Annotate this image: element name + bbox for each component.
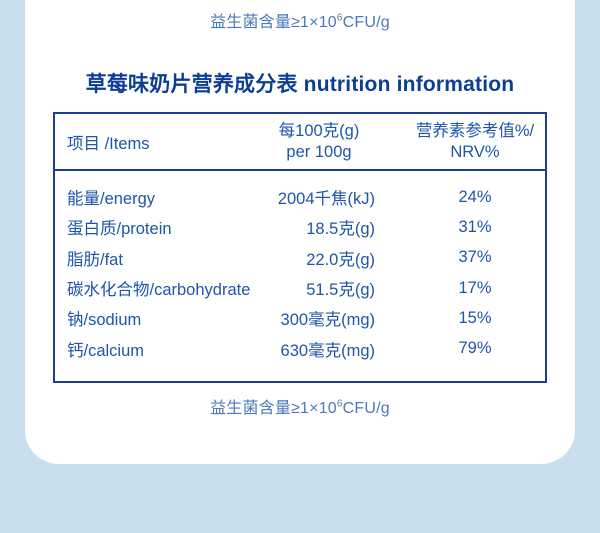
header-per-100g-line1: 每100克(g) [278, 121, 360, 140]
header-per-100g: 每100克(g) per 100g [255, 121, 405, 162]
probiotic-note-bottom-prefix: 益生菌含量≥1×10 [210, 400, 337, 417]
nutrition-table: 项目 /Items 每100克(g) per 100g 营养素参考值%/ NRV… [53, 112, 547, 383]
probiotic-note-bottom-suffix: CFU/g [342, 400, 390, 417]
probiotic-note-top-prefix: 益生菌含量≥1×10 [210, 14, 337, 31]
row-item-label: 钠/sodium [67, 311, 142, 330]
table-row-fat: 脂肪/fat 22.0克(g) 37% [55, 243, 545, 273]
row-value: 300毫克(mg) [280, 311, 375, 330]
row-value: 2004千焦(kJ) [277, 190, 375, 209]
row-item-label: 碳水化合物/carbohydrate [67, 281, 251, 300]
row-nrv: 15% [458, 308, 492, 327]
table-header-row: 项目 /Items 每100克(g) per 100g 营养素参考值%/ NRV… [55, 114, 545, 171]
table-row-carbohydrate: 碳水化合物/carbohydrate 51.5克(g) 17% [55, 273, 545, 303]
header-nrv-line1: 营养素参考值%/ [415, 121, 535, 140]
row-item-label: 能量/energy [67, 190, 156, 209]
row-value: 18.5克(g) [306, 220, 375, 239]
header-nrv: 营养素参考值%/ NRV% [405, 121, 545, 162]
probiotic-note-bottom: 益生菌含量≥1×106CFU/g [25, 394, 575, 418]
row-value: 22.0克(g) [306, 250, 375, 269]
table-row-calcium: 钙/calcium 630毫克(mg) 79% [55, 333, 545, 363]
row-item-label: 蛋白质/protein [67, 220, 172, 239]
row-nrv: 31% [458, 217, 492, 236]
header-items: 项目 /Items [67, 134, 150, 153]
row-nrv: 37% [458, 248, 492, 267]
label-card: 益生菌含量≥1×106CFU/g 草莓味奶片营养成分表 nutrition in… [25, 0, 575, 464]
header-nrv-line2: NRV% [450, 142, 500, 161]
row-nrv: 17% [458, 278, 492, 297]
table-row-sodium: 钠/sodium 300毫克(mg) 15% [55, 303, 545, 333]
table-row-protein: 蛋白质/protein 18.5克(g) 31% [55, 212, 545, 242]
probiotic-note-top-suffix: CFU/g [342, 14, 390, 31]
row-value: 630毫克(mg) [280, 341, 375, 360]
probiotic-note-top: 益生菌含量≥1×106CFU/g [25, 8, 575, 32]
row-item-label: 脂肪/fat [67, 250, 123, 269]
row-item-label: 钙/calcium [67, 341, 145, 360]
probiotic-note-bottom-superscript: 6 [336, 398, 343, 410]
header-per-100g-line2: per 100g [286, 142, 352, 161]
probiotic-note-top-superscript: 6 [336, 12, 343, 24]
row-value: 51.5克(g) [306, 281, 375, 300]
row-nrv: 24% [458, 187, 492, 206]
row-nrv: 79% [458, 339, 492, 358]
page-title: 草莓味奶片营养成分表 nutrition information [85, 73, 515, 96]
table-body: 能量/energy 2004千焦(kJ) 24% 蛋白质/protein 18.… [55, 171, 545, 364]
table-row-energy: 能量/energy 2004千焦(kJ) 24% [55, 182, 545, 212]
